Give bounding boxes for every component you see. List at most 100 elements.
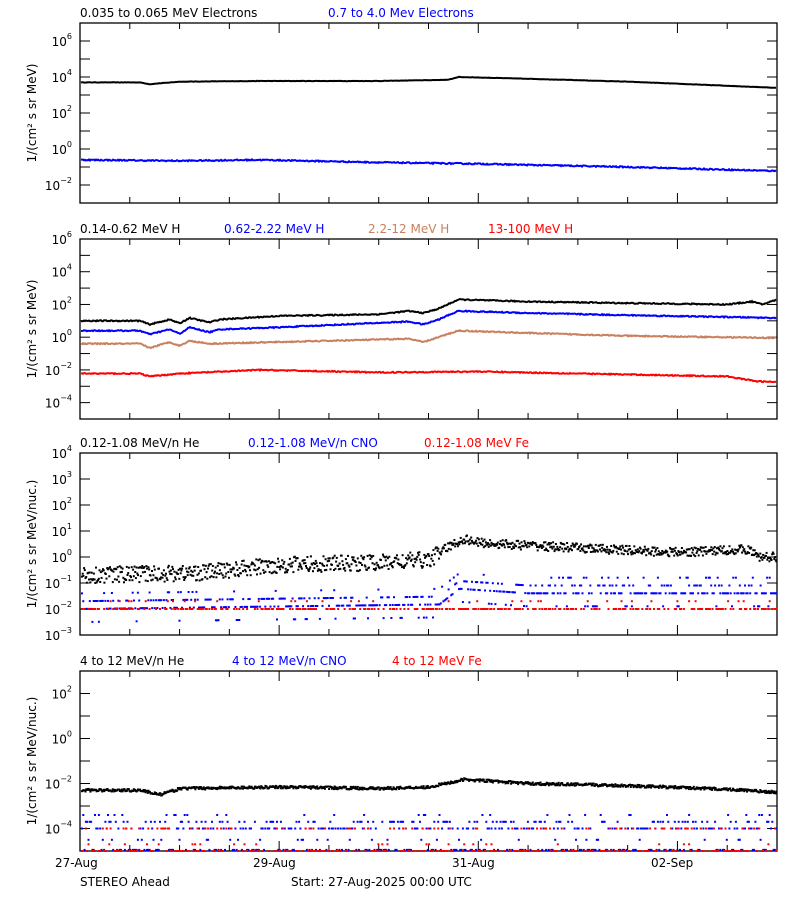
data-point xyxy=(461,850,464,852)
data-point xyxy=(421,595,424,598)
data-point xyxy=(458,838,460,841)
data-point xyxy=(767,608,770,610)
data-point xyxy=(692,592,694,595)
data-point xyxy=(664,785,667,788)
data-point xyxy=(503,608,506,610)
data-point xyxy=(555,850,558,852)
data-point xyxy=(355,564,358,567)
data-point xyxy=(467,608,470,610)
data-point xyxy=(256,568,259,571)
data-point xyxy=(695,584,698,587)
data-point xyxy=(223,563,226,566)
data-point xyxy=(198,608,200,610)
data-point xyxy=(688,584,691,587)
data-point xyxy=(286,569,289,571)
data-point xyxy=(770,789,773,792)
data-point xyxy=(691,551,694,554)
data-point xyxy=(469,848,472,851)
data-point xyxy=(591,605,594,608)
data-point xyxy=(649,584,652,587)
data-point xyxy=(379,788,382,791)
data-point xyxy=(689,850,692,852)
data-point xyxy=(403,850,406,852)
data-point xyxy=(406,848,408,851)
data-point xyxy=(238,608,241,610)
data-point xyxy=(733,553,736,556)
series-line xyxy=(80,368,777,384)
data-point xyxy=(437,827,440,830)
data-point xyxy=(714,820,717,823)
data-point xyxy=(399,616,402,619)
data-point xyxy=(198,786,201,789)
data-point xyxy=(603,584,606,587)
data-point xyxy=(467,540,470,543)
data-point xyxy=(266,827,269,830)
data-point xyxy=(324,597,327,600)
data-point xyxy=(629,548,632,550)
start-time-label: Start: 27-Aug-2025 00:00 UTC xyxy=(291,875,472,889)
data-point xyxy=(237,850,239,852)
data-point xyxy=(497,608,499,610)
data-point xyxy=(302,785,305,788)
data-point xyxy=(178,577,181,580)
data-point xyxy=(321,787,324,790)
data-point xyxy=(694,787,697,790)
data-point xyxy=(539,820,542,823)
data-point xyxy=(348,608,351,610)
data-point xyxy=(146,789,149,792)
data-point xyxy=(515,608,518,610)
data-point xyxy=(251,848,254,851)
data-point xyxy=(484,848,486,851)
data-point xyxy=(750,790,753,793)
data-point xyxy=(719,848,722,851)
data-point xyxy=(161,607,164,609)
data-point xyxy=(354,561,357,563)
data-point xyxy=(121,567,124,570)
data-point xyxy=(519,848,522,851)
data-point xyxy=(337,568,340,571)
data-point xyxy=(326,564,328,567)
y-tick-label: 104 xyxy=(52,444,72,461)
data-point xyxy=(136,789,139,792)
data-point xyxy=(351,596,354,599)
data-point xyxy=(434,603,437,606)
data-point xyxy=(198,827,200,830)
data-point xyxy=(178,850,181,852)
data-point xyxy=(571,549,573,552)
data-point xyxy=(489,850,492,852)
data-point xyxy=(727,551,730,554)
data-point xyxy=(591,848,594,851)
data-point xyxy=(83,567,86,570)
data-point xyxy=(286,605,289,608)
data-point xyxy=(517,608,520,610)
data-point xyxy=(395,557,398,560)
data-point xyxy=(766,820,769,823)
data-point xyxy=(682,848,685,851)
data-point xyxy=(188,566,191,569)
data-point xyxy=(757,555,760,558)
data-point xyxy=(736,549,739,552)
data-point xyxy=(261,560,264,563)
data-point xyxy=(344,596,347,599)
data-point xyxy=(562,848,564,851)
data-point xyxy=(715,850,718,852)
data-point xyxy=(716,552,719,555)
data-point xyxy=(700,550,703,553)
data-point xyxy=(149,599,152,602)
data-point xyxy=(666,850,668,852)
data-point xyxy=(498,590,501,593)
data-point xyxy=(602,820,605,823)
data-point xyxy=(557,781,560,784)
data-point xyxy=(333,554,336,557)
data-point xyxy=(183,579,186,581)
data-point xyxy=(280,565,283,568)
data-point xyxy=(367,820,369,823)
data-point xyxy=(668,592,671,595)
data-point xyxy=(87,571,90,574)
data-point xyxy=(567,820,570,823)
data-point xyxy=(113,814,116,816)
data-point xyxy=(244,605,247,608)
data-point xyxy=(357,604,360,607)
data-point xyxy=(113,567,116,570)
